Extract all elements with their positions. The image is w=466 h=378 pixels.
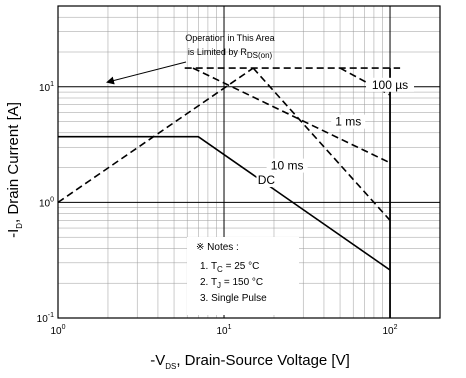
- limit-line-0: [57, 67, 254, 204]
- notes-item-2: 2. TJ = 150 °C: [200, 277, 263, 290]
- y-tick-label-1: 100: [39, 196, 54, 209]
- annotation-arrow: [106, 61, 187, 85]
- y-axis-label: -ID, Drain Current [A]: [5, 102, 24, 238]
- series-label-bg-2: [266, 158, 308, 173]
- series-label-bg-1: [331, 114, 366, 129]
- plot-frame: [57, 5, 441, 319]
- series-line-3: [58, 135, 391, 271]
- annotation-line1: Operation in This Area: [185, 33, 274, 43]
- notes-box: ※ Notes : 1. TC = 25 °C 2. TJ = 150 °C 3…: [187, 237, 299, 315]
- series-label-0: 100 µs: [372, 78, 408, 92]
- y-tick-labels: 10-1 100 101: [37, 81, 54, 325]
- y-tick-label-0: 10-1: [37, 312, 54, 325]
- series-line-1: [192, 67, 391, 164]
- series-label-2: 10 ms: [271, 159, 304, 173]
- series-label-bg-0: [366, 77, 415, 92]
- x-tick-label-1: 101: [216, 324, 231, 337]
- x-tick-labels: 100 101 102: [50, 324, 397, 337]
- series-label-1: 1 ms: [335, 115, 361, 129]
- x-tick-label-0: 100: [50, 324, 65, 337]
- annotation-line2: is Limited by RDS(on): [188, 47, 273, 60]
- notes-item-3: 3. Single Pulse: [200, 293, 267, 304]
- series-label-bg-3: [256, 173, 277, 188]
- x-axis-label: -VDS, Drain-Source Voltage [V]: [150, 352, 350, 371]
- series-line-2: [252, 67, 391, 221]
- notes-title: ※ Notes :: [196, 242, 239, 253]
- x-tick-label-2: 102: [383, 324, 398, 337]
- y-tick-label-2: 101: [39, 81, 54, 94]
- notes-item-1: 1. TC = 25 °C: [200, 261, 259, 274]
- series-label-3: DC: [258, 173, 276, 187]
